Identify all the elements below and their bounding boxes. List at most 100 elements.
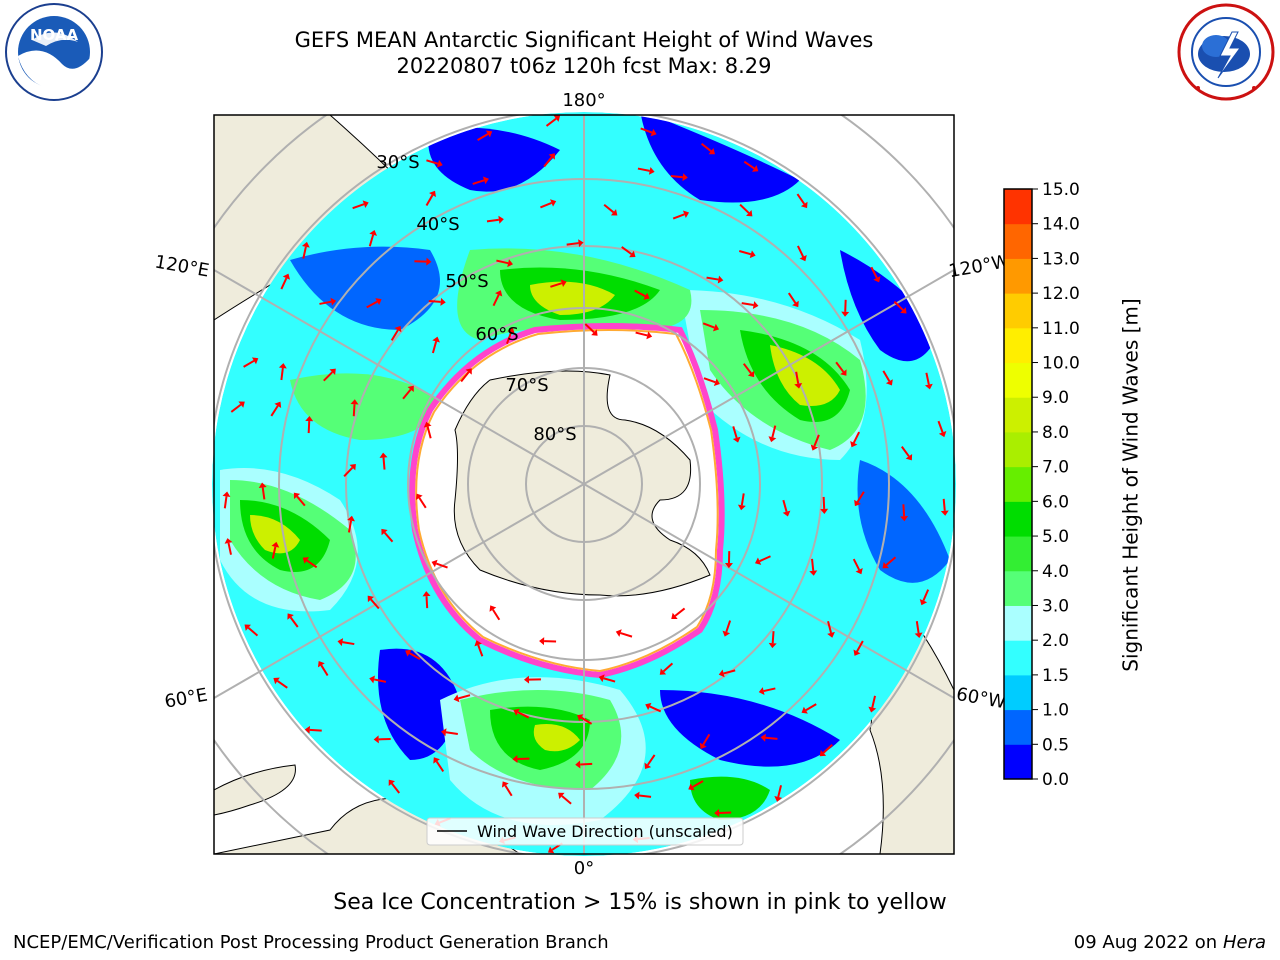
colorbar-tick-label: 2.0 <box>1042 631 1069 651</box>
wave-direction-arrowhead <box>244 624 251 631</box>
wave-direction-arrowhead <box>713 378 720 387</box>
wave-direction-arrow <box>261 487 266 500</box>
wave-direction-arrow <box>743 160 755 170</box>
colorbar-tick-label: 6.0 <box>1042 492 1069 512</box>
contour-lightgreen <box>290 373 440 440</box>
wave-direction-arrow <box>543 156 553 168</box>
wave-direction-arrow <box>739 203 750 214</box>
contour-green <box>690 776 770 820</box>
wave-direction-arrowhead <box>350 399 359 405</box>
wave-direction-arrow <box>382 457 386 470</box>
colorbar-cell <box>1004 536 1032 572</box>
wave-direction-arrowhead <box>855 568 863 575</box>
colorbar-cell <box>1004 258 1032 294</box>
wave-direction-arrow <box>428 299 441 303</box>
wave-direction-arrow <box>409 652 421 661</box>
wave-direction-arrowhead <box>800 201 808 209</box>
contour-blue <box>840 250 940 362</box>
colorbar-cell <box>1004 640 1032 676</box>
wave-direction-arrowhead <box>482 176 489 185</box>
wave-direction-arrow <box>550 282 563 288</box>
colorbar-tick-label: 0.5 <box>1042 735 1069 755</box>
wave-direction-arrow <box>402 388 412 400</box>
wave-direction-arrow <box>431 341 438 354</box>
wave-direction-arrowhead <box>379 452 388 458</box>
wave-direction-arrow <box>639 794 652 798</box>
wave-direction-arrowhead <box>747 370 755 378</box>
wave-direction-arrowhead <box>732 436 741 443</box>
wave-direction-arrowhead <box>924 383 933 390</box>
wave-direction-arrowhead <box>224 538 233 544</box>
wave-direction-arrow <box>270 405 279 417</box>
wave-direction-arrow <box>271 546 277 559</box>
wave-direction-arrow <box>566 242 579 246</box>
colorbar-tick-label: 3.0 <box>1042 596 1069 616</box>
wave-direction-arrowhead <box>330 297 337 306</box>
wave-direction-arrowhead <box>381 528 388 536</box>
wave-direction-arrowhead <box>274 401 282 409</box>
wave-direction-arrowhead <box>722 630 731 637</box>
wave-direction-arrow <box>319 300 332 305</box>
wave-direction-arrowhead <box>914 632 923 639</box>
lat-label-80s: 80°S <box>533 424 576 445</box>
wave-direction-arrowhead <box>547 846 555 854</box>
wave-direction-arrowhead <box>598 674 605 683</box>
wave-direction-arrow <box>280 367 284 381</box>
wave-direction-arrowhead <box>513 708 520 716</box>
chart-subtitle: 20220807 t06z 120h fcst Max: 8.29 <box>396 54 772 78</box>
wave-direction-arrowhead <box>507 327 515 334</box>
wave-direction-arrow <box>674 607 686 617</box>
wave-direction-arrow <box>741 302 754 307</box>
wave-direction-arrowhead <box>287 613 294 620</box>
wave-direction-arrowhead <box>841 311 850 317</box>
wave-direction-arrow <box>425 194 434 206</box>
wave-direction-arrowhead <box>369 229 377 236</box>
wave-direction-arrowhead <box>760 733 766 742</box>
wave-direction-arrowhead <box>317 661 325 668</box>
wave-direction-arrow <box>584 323 595 333</box>
wave-direction-arrow <box>640 127 653 134</box>
wave-direction-arrow <box>496 259 509 265</box>
colorbar-cell <box>1004 327 1032 364</box>
wave-direction-arrowhead <box>501 781 509 788</box>
wave-direction-arrowhead <box>873 276 881 283</box>
colorbar-cell <box>1004 189 1032 225</box>
wave-direction-arrow <box>366 300 378 309</box>
footer-date-text: 09 Aug 2022 on <box>1073 932 1218 953</box>
wave-direction-arrowhead <box>840 369 847 376</box>
wave-direction-arrow <box>915 621 920 634</box>
wave-direction-arrowhead <box>645 702 652 711</box>
wave-direction-arrow <box>506 332 512 345</box>
wave-direction-arrowhead <box>752 301 759 309</box>
wave-direction-arrowhead <box>523 675 530 684</box>
wave-direction-arrow <box>901 446 910 457</box>
wave-direction-arrowhead <box>258 482 267 489</box>
wave-direction-arrow <box>545 117 557 127</box>
wave-direction-arrow <box>739 250 752 256</box>
wave-direction-arrow <box>603 203 615 214</box>
wave-direction-arrowhead <box>222 491 231 497</box>
wave-direction-arrowhead <box>768 436 777 443</box>
wave-direction-arrowhead <box>646 331 653 340</box>
wave-direction-arrowhead <box>774 796 783 802</box>
wave-direction-arrowhead <box>650 128 657 137</box>
wave-direction-arrowhead <box>591 329 598 336</box>
wave-direction-arrow <box>458 694 471 700</box>
colorbar-tick-label: 8.0 <box>1042 423 1069 443</box>
lon-label-180: 180° <box>562 90 605 111</box>
wave-direction-arrow <box>391 782 401 794</box>
wave-direction-arrowhead <box>615 629 622 637</box>
wave-direction-arrowhead <box>305 416 314 422</box>
wave-direction-arrow <box>765 736 778 740</box>
wave-direction-arrow <box>647 754 656 766</box>
wave-direction-arrow <box>223 496 228 509</box>
wave-direction-arrowhead <box>820 508 829 514</box>
wave-direction-arrowhead <box>827 631 835 638</box>
wave-direction-arrowhead <box>938 431 947 438</box>
wave-direction-arrowhead <box>485 130 493 138</box>
wave-direction-arrow <box>922 589 930 602</box>
wave-direction-arrowhead <box>495 290 503 297</box>
lon-label-120e: 120°E <box>153 251 211 281</box>
contour-blue <box>428 127 560 192</box>
